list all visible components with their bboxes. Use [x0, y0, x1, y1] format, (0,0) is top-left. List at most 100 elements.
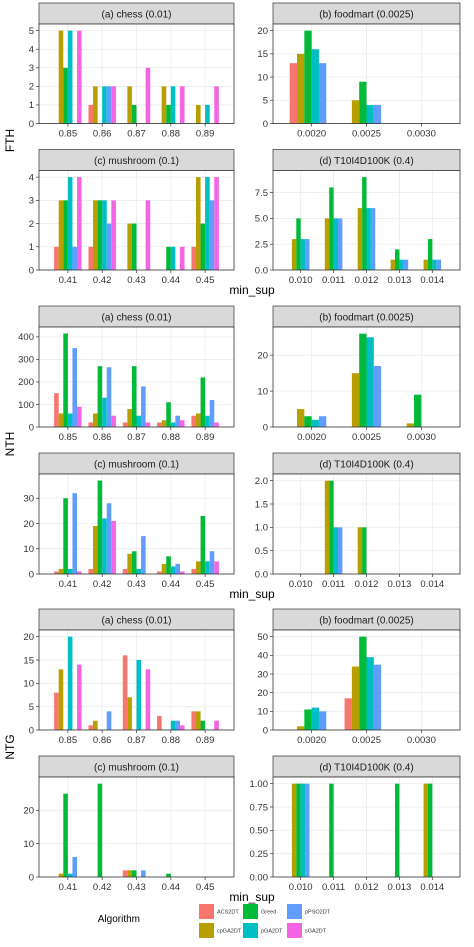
panel-1-1: (a) chess (0.01) 0 1 2 3 4 5 0.85 0.86 0.87 0.88 0.…	[29, 2, 235, 140]
bar-pga2dt-0_014	[432, 259, 437, 270]
bar-pga2dt-0_88	[170, 422, 176, 427]
x-tick-label: 0.011	[322, 275, 345, 286]
bar-greed-0_45	[200, 223, 206, 270]
bar-sga2dt-0_89	[214, 422, 219, 427]
bar-acs2dt-0_88	[157, 716, 162, 730]
bar-cpga2dt-0_42	[93, 526, 98, 574]
panel-border	[272, 473, 461, 575]
bar-cpga2dt-0_85	[58, 30, 64, 124]
bar-acs2dt-0_88	[157, 422, 162, 427]
bar-cpga2dt-0_42	[93, 200, 98, 270]
y-tick-label: 40	[257, 651, 268, 662]
bar-ppso2dt-0_87	[141, 386, 146, 427]
bar-acs2dt-0_89	[191, 711, 196, 730]
bar-greed-0_013	[395, 249, 400, 270]
bar-cpga2dt-0_85	[58, 413, 64, 427]
y-axis-label: NTH	[3, 432, 17, 457]
bar-sga2dt-0_86	[111, 86, 116, 124]
bar-ppso2dt-0_88	[175, 415, 180, 427]
bar-cpga2dt-0_43	[127, 870, 132, 877]
bar-ppso2dt-0_41	[72, 857, 78, 877]
bar-greed-0_0020	[304, 30, 312, 124]
panel-title: (d) T10I4D100K (0.4)	[319, 763, 413, 774]
bar-greed-0_42	[97, 783, 103, 877]
bar-ppso2dt-0_010	[305, 239, 310, 270]
y-tick-label: 0	[263, 422, 268, 433]
bar-cpga2dt-0_0030	[406, 423, 415, 427]
x-tick-label: 0.87	[127, 129, 146, 140]
bar-ppso2dt-0_0025	[373, 664, 382, 730]
x-tick-label: 0.88	[162, 735, 181, 746]
bar-sga2dt-0_85	[77, 30, 82, 124]
y-tick-label: 5	[29, 702, 34, 713]
bar-sga2dt-0_43	[145, 200, 151, 270]
y-tick-label: 0	[29, 569, 34, 580]
panel-border	[38, 23, 235, 124]
y-tick-label: 1.5	[255, 499, 268, 510]
bar-sga2dt-0_45	[214, 177, 219, 270]
x-tick-label: 0.011	[322, 882, 345, 893]
bar-cpga2dt-0_012	[357, 527, 363, 574]
bar-greed-0_43	[131, 870, 137, 877]
bar-sga2dt-0_42	[111, 200, 116, 270]
bar-greed-0_014	[427, 783, 433, 877]
bar-cpga2dt-0_44	[161, 563, 167, 574]
bar-ppso2dt-0_43	[141, 536, 146, 574]
y-axis-label: FTH	[3, 129, 17, 152]
panel-2-4: (d) T10I4D100K (0.4) 0.0 0.5 1.0 1.5 2.0 0.010…	[255, 452, 461, 590]
bar-cpga2dt-0_0020	[297, 726, 305, 730]
y-tick-label: 5.0	[255, 214, 268, 225]
bar-cpga2dt-0_85	[58, 669, 64, 730]
bar-cpga2dt-0_86	[93, 720, 98, 730]
bar-greed-0_44	[166, 246, 171, 270]
bar-greed-0_41	[63, 793, 68, 877]
bar-cpga2dt-0_87	[127, 697, 132, 730]
bar-ppso2dt-0_011	[337, 218, 343, 270]
bar-ppso2dt-0_45	[209, 551, 215, 574]
x-tick-label: 0.41	[59, 882, 78, 893]
y-tick-label: 10	[257, 707, 268, 718]
x-axis-label: min_sup	[229, 890, 275, 904]
bar-ppso2dt-0_86	[106, 86, 112, 124]
bar-pga2dt-0_85	[67, 413, 73, 427]
panel-title: (d) T10I4D100K (0.4)	[319, 156, 413, 167]
y-tick-label: 0.75	[250, 802, 269, 813]
bar-cpga2dt-0_014	[423, 259, 428, 270]
y-tick-label: 3	[29, 196, 34, 207]
panel-title: (c) mushroom (0.1)	[94, 156, 179, 167]
bar-ppso2dt-0_014	[436, 259, 442, 270]
x-tick-label: 0.0025	[352, 432, 381, 443]
bar-greed-0_85	[63, 67, 68, 124]
x-tick-label: 0.86	[93, 432, 112, 443]
y-tick-label: 10	[23, 544, 34, 555]
bar-acs2dt-0_42	[88, 568, 94, 574]
bar-ppso2dt-0_010	[305, 783, 310, 877]
bar-acs2dt-0_42	[88, 246, 94, 270]
bar-pga2dt-0_42	[102, 200, 107, 270]
bar-pga2dt-0_87	[136, 415, 142, 427]
bar-greed-0_42	[97, 480, 103, 574]
bar-acs2dt-0_45	[191, 568, 196, 574]
bar-acs2dt-0_43	[122, 568, 128, 574]
bar-sga2dt-0_87	[145, 422, 151, 427]
panel-1-3: (c) mushroom (0.1) 0 1 2 3 4 0.41 0.42 0.43 0.44 0…	[29, 149, 235, 286]
bar-pga2dt-0_89	[205, 104, 210, 124]
x-tick-label: 0.0020	[297, 432, 326, 443]
bar-pga2dt-0_011	[333, 527, 338, 574]
x-tick-label: 0.41	[59, 275, 78, 286]
bar-cpga2dt-0_45	[195, 561, 201, 574]
bar-greed-0_010	[296, 783, 301, 877]
bar-cpga2dt-0_0025	[351, 373, 360, 427]
bar-pga2dt-0_86	[102, 86, 107, 124]
x-tick-label: 0.013	[388, 275, 412, 286]
bar-acs2dt-0_43	[122, 870, 128, 877]
x-tick-label: 0.0025	[352, 735, 381, 746]
bar-cpga2dt-0_43	[127, 553, 132, 574]
bar-ppso2dt-0_012	[370, 208, 376, 270]
y-tick-label: 3	[29, 63, 34, 74]
y-tick-label: 2	[29, 82, 34, 93]
y-tick-label: 1	[29, 100, 34, 111]
y-tick-label: 50	[257, 632, 268, 643]
x-tick-label: 0.43	[127, 882, 146, 893]
legend-key-pga2dt	[243, 923, 258, 938]
